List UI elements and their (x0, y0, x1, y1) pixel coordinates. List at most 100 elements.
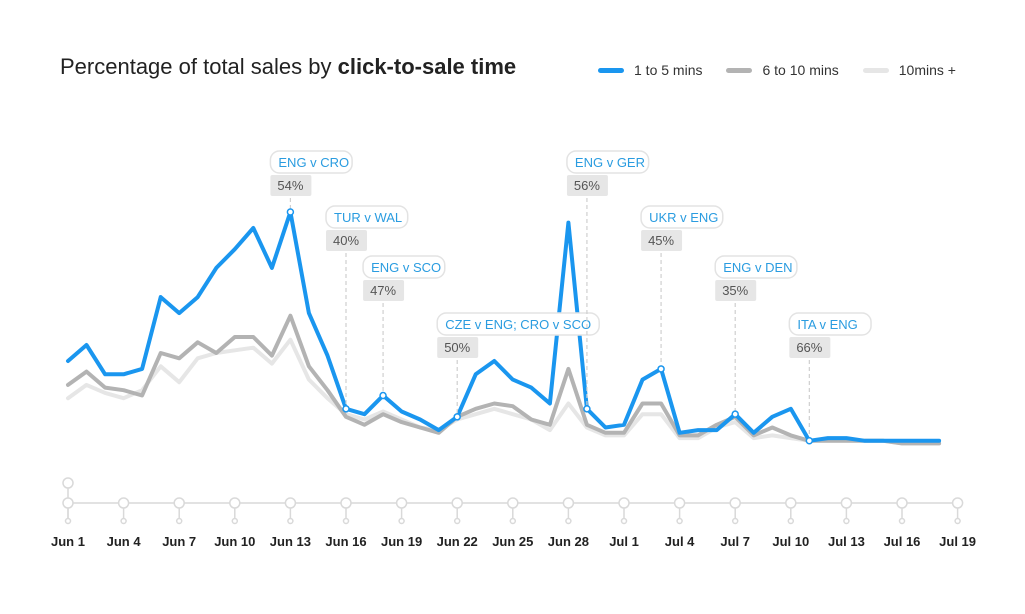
annotation-event-label: ENG v SCO (371, 260, 441, 275)
annotation-value-box (437, 337, 479, 358)
x-tick-label: Jun 1 (51, 534, 85, 549)
annotation-value-label: 54% (277, 178, 303, 193)
x-tick-label: Jun 10 (214, 534, 255, 549)
annotation-point (731, 410, 739, 418)
x-tick-label: Jul 16 (884, 534, 921, 549)
x-tick-dot (951, 497, 964, 509)
x-tick-dot (284, 497, 297, 509)
annotation-event-label: CZE v ENG; CRO v SCO (445, 317, 591, 332)
x-tick-label: Jul 10 (772, 534, 809, 549)
annotation-point (286, 208, 295, 216)
x-tick-dot (673, 497, 686, 509)
annotation-point (583, 405, 591, 413)
annotation-point (342, 405, 350, 413)
annotation-event-box (788, 312, 872, 336)
series-line-10mins- (66, 337, 942, 446)
x-tick-label: Jul 13 (828, 534, 865, 549)
chart-title-regular: Percentage of total sales by (60, 54, 338, 79)
annotation-event-box (362, 255, 446, 279)
x-tick-dot (62, 497, 74, 509)
annotation-value-box (641, 230, 683, 251)
annotation-event-box (714, 255, 798, 279)
x-tick-dot (618, 497, 630, 509)
x-tick-end-dot (398, 517, 405, 525)
x-tick-label: Jun 28 (548, 534, 589, 549)
x-tick-end-dot (120, 517, 127, 525)
x-tick-end-dot (64, 517, 72, 525)
x-tick-dot (729, 497, 741, 509)
annotation-event-label: TUR v WAL (334, 210, 402, 225)
x-tick-end-dot (898, 517, 906, 525)
legend-item-1-to-5-mins[interactable]: 1 to 5 mins (598, 62, 702, 78)
x-tick-end-dot (287, 517, 294, 525)
x-tick-end-dot (453, 517, 461, 525)
legend-swatch-grey (726, 67, 753, 73)
annotation-point (453, 413, 461, 421)
x-tick-dot (395, 497, 408, 509)
annotation-value-box (789, 337, 831, 358)
annotation-value-box (715, 280, 757, 301)
x-tick-end-dot (509, 517, 517, 525)
x-tick-label: Jun 25 (492, 534, 533, 549)
x-tick-dot (785, 497, 797, 509)
x-tick-dot (562, 497, 575, 509)
series-line-6-to-10-mins (66, 313, 942, 446)
x-tick-label: Jun 7 (162, 534, 196, 549)
annotation-event-box (269, 150, 353, 174)
x-tick-dot (117, 497, 130, 509)
legend-label: 6 to 10 mins (762, 62, 839, 78)
annotation-value-box (270, 175, 312, 196)
x-tick-label: Jun 4 (107, 534, 142, 549)
legend-label: 1 to 5 mins (634, 62, 703, 78)
x-tick-dot (173, 497, 185, 509)
x-tick-label: Jul 19 (939, 534, 976, 549)
chart-title-bold: click-to-sale time (337, 54, 517, 79)
annotation-value-box (363, 280, 405, 301)
annotation-event-label: ITA v ENG (797, 317, 857, 332)
chart-title: Percentage of total sales by click-to-sa… (60, 54, 516, 80)
x-tick-label: Jun 19 (381, 534, 422, 549)
legend-label: 10mins + (898, 62, 956, 78)
x-tick-dot (229, 497, 241, 509)
annotation-value-box (326, 230, 367, 251)
x-tick-label: Jun 22 (437, 534, 478, 549)
x-tick-end-dot (676, 517, 683, 525)
chart-legend: 1 to 5 mins 6 to 10 mins 10mins + (598, 62, 956, 78)
annotation-event-box (640, 205, 724, 229)
x-tick-dot (840, 497, 853, 509)
x-tick-label: Jul 1 (609, 534, 639, 549)
annotation-event-label: ENG v DEN (723, 260, 792, 275)
x-tick-end-dot (231, 517, 239, 525)
annotation-event-label: ENG v GER (575, 155, 645, 170)
x-tick-dot (507, 497, 519, 509)
annotation-point (657, 365, 665, 373)
annotation-value-label: 45% (648, 233, 674, 248)
annotation-value-label: 40% (333, 233, 359, 248)
annotation-value-label: 50% (444, 340, 470, 355)
x-tick-end-dot (565, 517, 572, 525)
annotation-event-box (436, 312, 600, 336)
x-tick-end-dot (175, 517, 183, 525)
annotation-value-label: 35% (722, 283, 748, 298)
x-tick-end-dot (843, 517, 850, 525)
x-tick-label: Jun 13 (270, 534, 311, 549)
legend-item-10-mins-plus[interactable]: 10mins + (862, 62, 956, 78)
annotation-value-label: 66% (796, 340, 822, 355)
annotation-value-box (566, 175, 608, 196)
annotation-event-box (325, 205, 409, 229)
annotation-event-label: UKR v ENG (649, 210, 718, 225)
legend-item-6-to-10-mins[interactable]: 6 to 10 mins (726, 62, 839, 78)
x-tick-dot (340, 497, 352, 509)
x-tick-end-dot (954, 517, 961, 525)
annotation-point (805, 437, 814, 445)
x-tick-label: Jul 4 (665, 534, 695, 549)
x-tick-end-dot (731, 517, 739, 525)
x-tick-label: Jun 16 (325, 534, 366, 549)
legend-swatch-light-grey (862, 67, 889, 73)
x-tick-dot (896, 497, 908, 509)
annotation-event-label: ENG v CRO (278, 155, 349, 170)
legend-swatch-blue (598, 67, 624, 73)
x-tick-end-dot (342, 517, 350, 525)
